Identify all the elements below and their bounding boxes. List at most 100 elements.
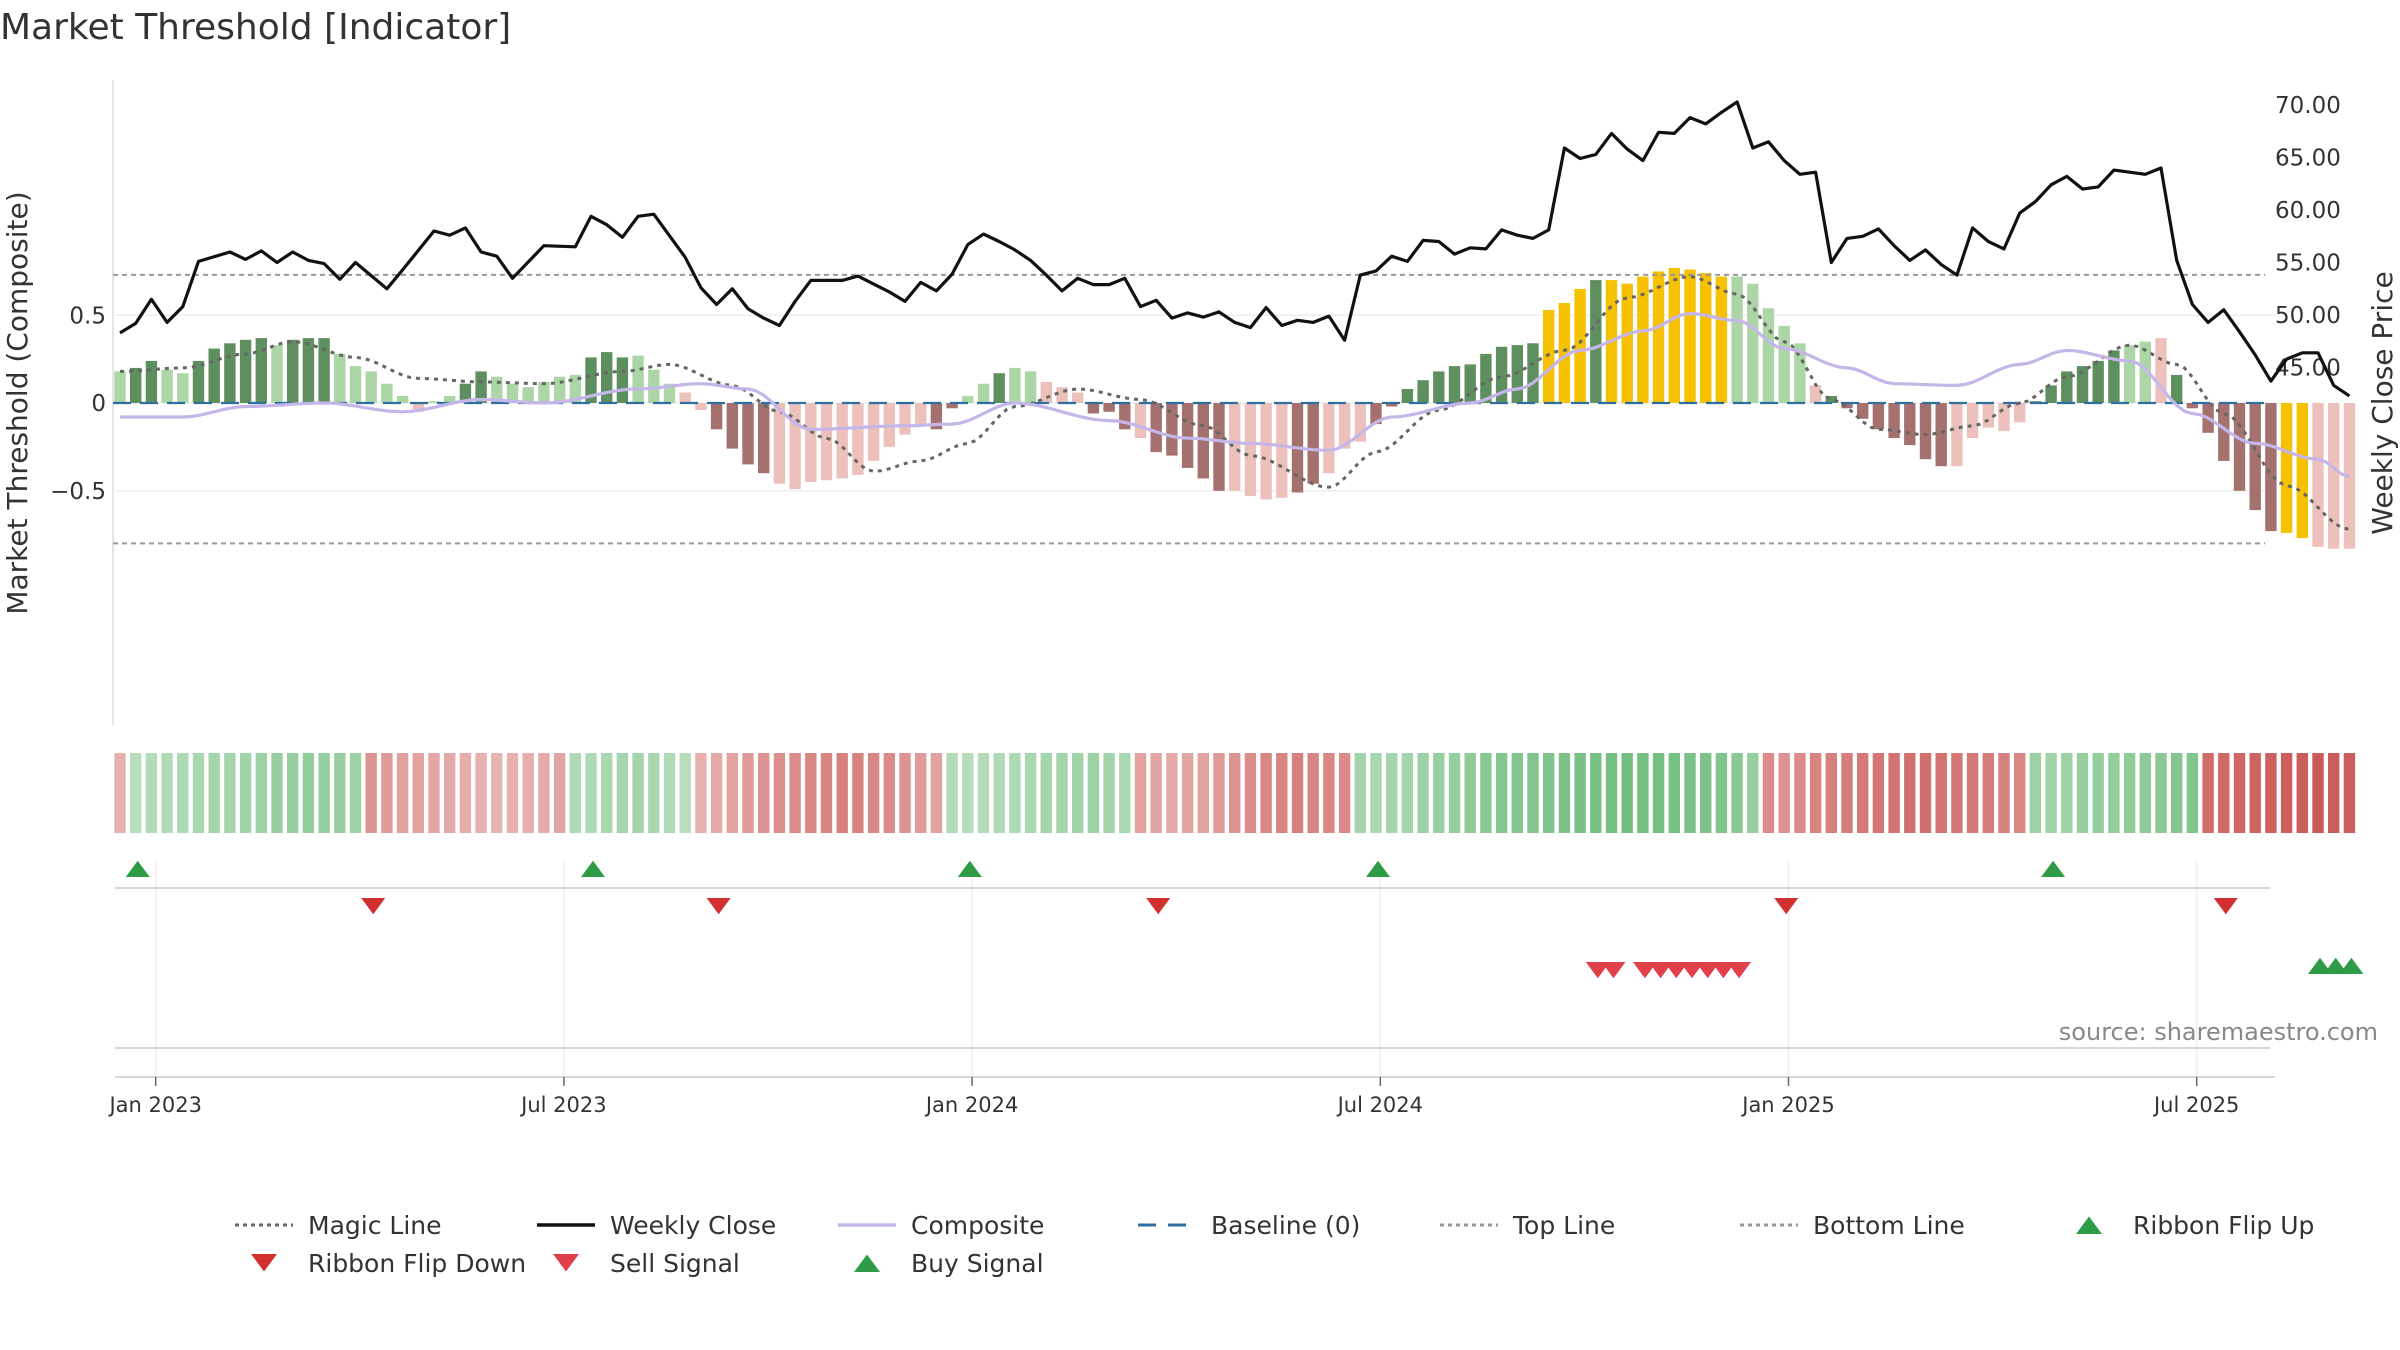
magic-line [119,275,2350,531]
ribbon-cell [302,753,315,833]
composite-bar [1448,366,1461,403]
composite-bar [538,381,550,403]
ribbon-cell [601,753,613,833]
composite-bar [1747,283,1759,403]
composite-bar [915,403,927,425]
composite-bar [1244,403,1257,496]
ribbon-cell [1197,753,1209,833]
legend-label: Baseline (0) [1211,1211,1360,1240]
composite-bar [632,355,644,403]
ribbon-cell [2265,753,2277,833]
composite-bar [177,373,189,403]
sell-signal-marker [1680,962,1704,979]
composite-bar [1260,403,1272,500]
composite-bar [1087,403,1100,414]
ribbon-cell [224,753,236,833]
ribbon-cell [1904,753,1916,833]
composite-bar [2218,403,2230,461]
legend-item: Bottom Line [1740,1211,1965,1240]
composite-bar [1998,403,2010,432]
composite-bar [616,357,629,403]
composite-bar [1134,403,1147,439]
ribbon-cell [1527,753,1539,833]
ribbon-cell [1637,753,1649,833]
ribbon-cell [1841,753,1853,833]
composite-bar [1825,396,1837,403]
ribbon-cell [1417,753,1429,833]
ribbon-cell [1809,753,1822,833]
composite-bar [1935,403,1947,467]
ribbon-cell [2312,753,2324,833]
y-tick-label: 0 [91,391,106,417]
ribbon-cell [1433,753,1445,833]
composite-bar [1166,403,1178,456]
ribbon-cell [1700,753,1712,833]
composite-bar [428,401,440,403]
ribbon-cell [1134,753,1147,833]
ribbon-cell [2076,753,2089,833]
composite-bar [1323,403,1335,474]
ribbon-cell [444,753,456,833]
composite-bar [1197,403,1209,479]
legend-swatch-triangle-up [2076,1216,2102,1234]
composite-bar [1401,389,1414,403]
composite-bar [1543,310,1555,403]
composite-bar [1621,283,1633,403]
ribbon-cell [1338,753,1351,833]
ribbon-cell [1794,753,1806,833]
ribbon-cell [1150,753,1162,833]
composite-bar [663,383,676,403]
composite-bar [1150,403,1162,453]
ribbon-cell [616,753,629,833]
ribbon-cell [1213,753,1225,833]
ribbon-cell [412,753,424,833]
legend-item: Weekly Close [537,1211,776,1240]
legend-item: Ribbon Flip Up [2076,1211,2314,1240]
ribbon-cell [1966,753,1979,833]
ribbon-cell [459,753,472,833]
y-axis-label: Market Threshold (Composite) [1,191,34,614]
y2-tick-label: 50.00 [2275,303,2341,329]
composite-bar [852,403,864,475]
ribbon-cell [648,753,660,833]
composite-bar [2155,338,2167,403]
ribbon-cell [255,753,267,833]
composite-bar [1982,403,1994,428]
ribbon-cell [1370,753,1382,833]
composite-bar [302,338,315,403]
composite-bar [2061,371,2073,403]
ribbon-cell [2014,753,2026,833]
composite-bar [867,403,880,461]
ribbon-strip [114,753,2356,833]
composite-bar [522,387,534,403]
composite-bar [836,403,848,479]
ribbon-cell [773,753,786,833]
ribbon-cell [1181,753,1194,833]
ribbon-cell [2328,753,2340,833]
ribbon-cell [1543,753,1555,833]
ribbon-cell [2092,753,2104,833]
x-tick-label: Jan 2023 [107,1093,202,1117]
composite-bar [1072,392,1084,403]
ribbon-flip-down-marker [361,898,386,915]
buy-signal-marker [2308,957,2332,974]
composite-bar [695,403,707,410]
ribbon-cell [663,753,676,833]
ribbon-cell [506,753,519,833]
buy-signal-marker [2323,957,2348,974]
ribbon-flip-up-markers [125,860,2066,877]
composite-bar [758,403,770,474]
sell-signal-marker [1585,962,1610,979]
legend-swatch-triangle-down [251,1254,277,1272]
ribbon-cell [915,753,927,833]
composite-bar [161,369,173,403]
ribbon-cell [1386,753,1398,833]
composite-bar [2280,403,2293,533]
ribbon-flip-down-marker [2213,898,2238,915]
ribbon-cell [789,753,801,833]
composite-bar [1040,381,1052,403]
ribbon-cell [130,753,142,833]
composite-bar [1213,403,1225,491]
y-tick-label: −0.5 [50,479,106,505]
